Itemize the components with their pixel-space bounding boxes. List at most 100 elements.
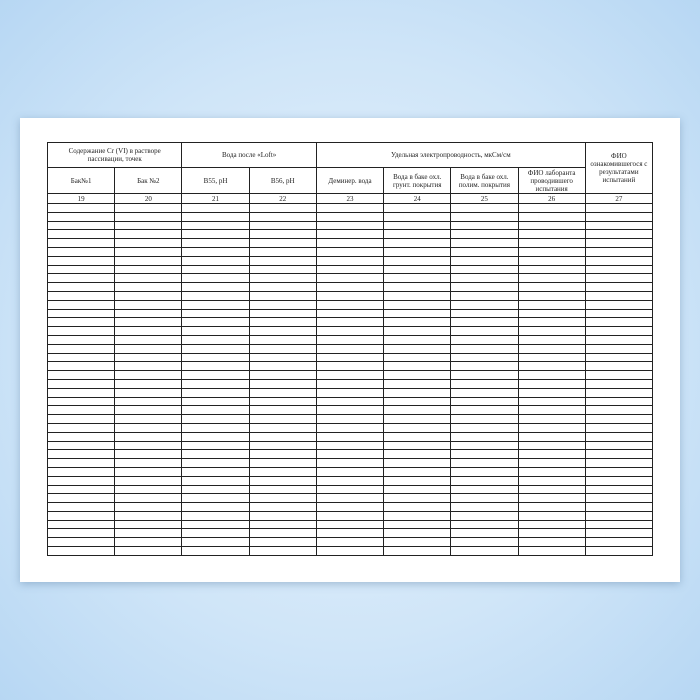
table-cell — [114, 326, 183, 336]
table-cell — [248, 466, 317, 477]
table-cell — [517, 290, 586, 301]
table-cell — [181, 246, 250, 257]
table-cell — [315, 458, 385, 468]
table-cell — [383, 510, 452, 521]
table-cell — [383, 440, 452, 451]
table-cell — [315, 475, 385, 486]
table-cell — [248, 282, 317, 292]
table-cell — [181, 273, 250, 284]
table-cell — [181, 537, 250, 548]
table-cell — [383, 528, 452, 539]
col-number: 19 — [46, 193, 116, 204]
table-cell — [383, 290, 452, 301]
table-cell — [114, 378, 183, 389]
table-cell — [248, 203, 317, 213]
table-cell — [450, 370, 519, 380]
table-cell — [248, 299, 317, 310]
table-cell — [517, 502, 586, 512]
table-cell — [517, 238, 586, 248]
table-cell — [46, 343, 116, 354]
table-cell — [181, 405, 250, 416]
table-cell — [46, 387, 116, 398]
table-cell — [584, 440, 654, 451]
table-cell — [450, 484, 519, 495]
table-cell — [584, 282, 654, 292]
table-cell — [181, 378, 250, 389]
table-cell — [46, 352, 116, 363]
table-cell — [114, 414, 183, 424]
table-row — [46, 528, 654, 539]
table-cell — [315, 343, 385, 354]
header-cr-content: Содержание Cr (VI) в растворе пассивации… — [46, 142, 183, 168]
table-cell — [450, 326, 519, 336]
table-cell — [181, 440, 250, 451]
table-cell — [46, 414, 116, 424]
table-row — [46, 370, 654, 380]
table-cell — [383, 484, 452, 495]
table-cell — [517, 370, 586, 380]
table-cell — [114, 537, 183, 548]
table-cell — [450, 211, 519, 222]
table-cell — [315, 211, 385, 222]
table-cell — [517, 528, 586, 539]
table-cell — [181, 220, 250, 231]
table-cell — [450, 528, 519, 539]
table-cell — [315, 299, 385, 310]
table-cell — [517, 361, 586, 372]
table-cell — [517, 220, 586, 231]
table-cell — [114, 290, 183, 301]
table-cell — [181, 203, 250, 213]
table-cell — [383, 308, 452, 319]
table-cell — [383, 282, 452, 292]
table-cell — [450, 343, 519, 354]
table-cell — [248, 334, 317, 345]
table-cell — [315, 317, 385, 328]
table-cell — [315, 528, 385, 539]
table-cell — [584, 431, 654, 442]
table-cell — [584, 546, 654, 556]
table-cell — [383, 255, 452, 266]
table-cell — [181, 317, 250, 328]
header-demin-water: Деминер. вода — [315, 167, 385, 194]
table-cell — [450, 458, 519, 468]
table-cell — [450, 431, 519, 442]
table-cell — [315, 238, 385, 248]
table-cell — [315, 440, 385, 451]
table-cell — [181, 458, 250, 468]
table-cell — [46, 458, 116, 468]
table-cell — [450, 378, 519, 389]
table-cell — [383, 387, 452, 398]
table-cell — [248, 246, 317, 257]
table-cell — [450, 299, 519, 310]
table-cell — [584, 246, 654, 257]
table-cell — [315, 422, 385, 433]
table-cell — [383, 466, 452, 477]
table-cell — [517, 431, 586, 442]
table-cell — [517, 343, 586, 354]
table-cell — [114, 502, 183, 512]
table-row — [46, 405, 654, 416]
table-row — [46, 317, 654, 328]
table-cell — [383, 246, 452, 257]
table-cell — [383, 273, 452, 284]
table-cell — [181, 211, 250, 222]
table-cell — [517, 282, 586, 292]
table-row — [46, 396, 654, 407]
table-cell — [584, 475, 654, 486]
table-cell — [114, 440, 183, 451]
table-cell — [181, 422, 250, 433]
table-cell — [584, 361, 654, 372]
table-cell — [450, 246, 519, 257]
table-cell — [383, 370, 452, 380]
table-cell — [46, 475, 116, 486]
table-cell — [46, 220, 116, 231]
table-row — [46, 290, 654, 301]
table-row — [46, 246, 654, 257]
table-cell — [315, 370, 385, 380]
table-cell — [181, 387, 250, 398]
table-row — [46, 361, 654, 372]
table-cell — [114, 255, 183, 266]
table-cell — [450, 203, 519, 213]
table-cell — [517, 414, 586, 424]
table-cell — [46, 273, 116, 284]
